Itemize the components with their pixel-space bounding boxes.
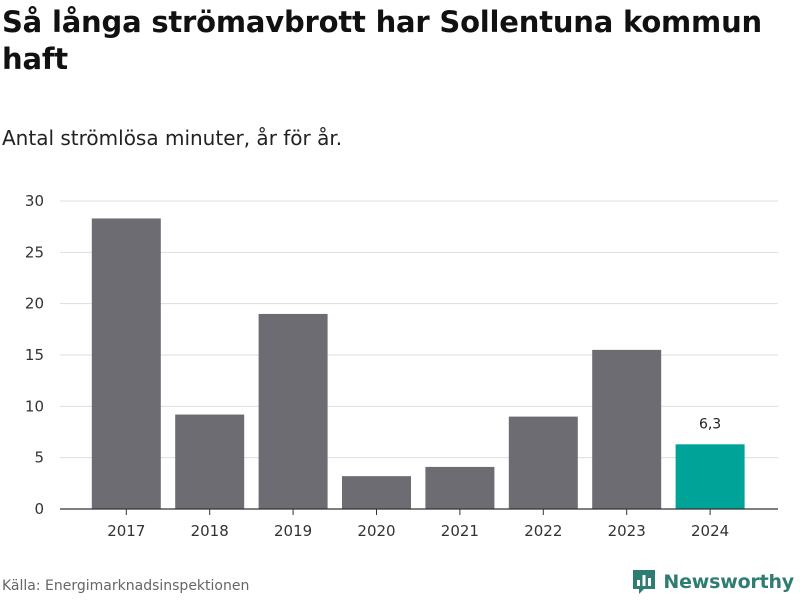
newsworthy-logo-icon — [633, 570, 656, 594]
x-tick-label: 2017 — [107, 522, 145, 540]
y-tick-label: 15 — [25, 346, 44, 364]
y-tick-label: 20 — [25, 295, 44, 313]
source-note: Källa: Energimarknadsinspektionen — [2, 578, 250, 594]
bar-2023 — [592, 349, 662, 509]
y-tick-label: 25 — [25, 243, 44, 261]
bar-2024 — [675, 444, 745, 509]
x-tick-label: 2019 — [274, 522, 312, 540]
x-axis-ticks: 2017 2018 2019 2020 2021 2022 2023 2024 — [60, 508, 778, 540]
bar-2021 — [425, 466, 495, 509]
x-tick-label: 2020 — [357, 522, 395, 540]
y-axis-ticks: 0 5 10 15 20 25 30 — [25, 192, 44, 518]
y-tick-label: 0 — [34, 500, 44, 518]
y-tick-label: 5 — [34, 449, 44, 467]
data-label-2024: 6,3 — [699, 416, 721, 432]
brand-name: Newsworthy — [663, 571, 794, 593]
brand-logo[interactable]: Newsworthy — [631, 568, 794, 596]
bar-2017 — [91, 218, 161, 509]
data-labels: 6,3 — [699, 416, 721, 432]
bars — [91, 218, 745, 509]
chart-title: Så långa strömavbrott har Sollentuna kom… — [2, 5, 762, 76]
bar-2019 — [258, 313, 328, 509]
x-tick-label: 2022 — [524, 522, 562, 540]
x-tick-label: 2024 — [691, 522, 729, 540]
x-tick-label: 2021 — [441, 522, 479, 540]
grid-lines — [60, 200, 778, 459]
y-tick-label: 30 — [25, 192, 44, 210]
y-tick-label: 10 — [25, 397, 44, 415]
x-tick-label: 2023 — [608, 522, 646, 540]
bar-2022 — [508, 416, 578, 509]
bar-chart: 0 5 10 15 20 25 30 2017 2018 2019 2020 2021 2022 202… — [25, 192, 778, 540]
x-tick-label: 2018 — [191, 522, 229, 540]
bar-2018 — [175, 414, 245, 509]
bar-2020 — [342, 476, 411, 509]
chart-subtitle: Antal strömlösa minuter, år för år. — [2, 126, 343, 150]
